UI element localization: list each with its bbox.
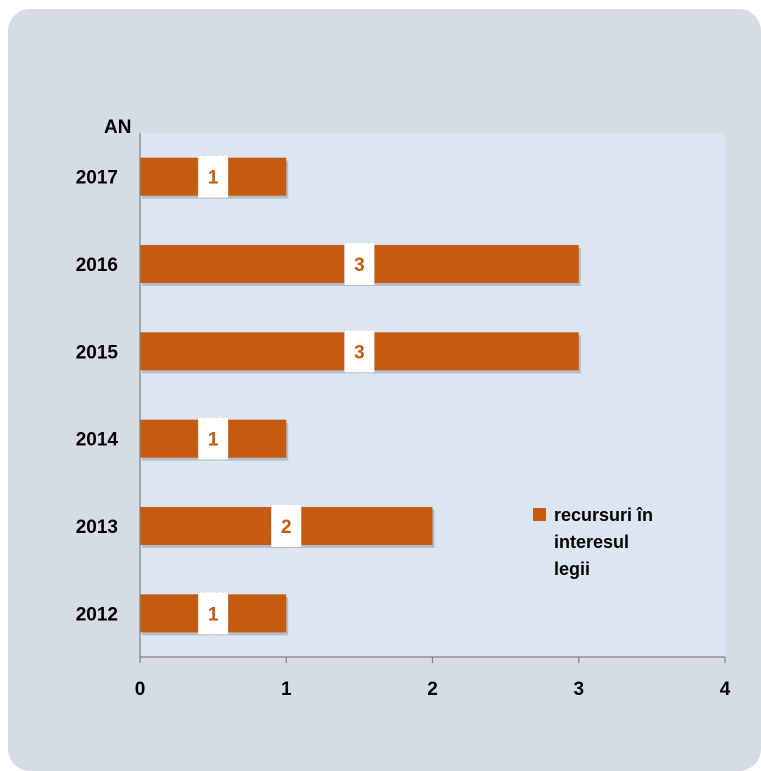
- legend-swatch: [533, 508, 546, 521]
- x-tick-label: 3: [573, 679, 584, 700]
- x-tick-label: 1: [281, 679, 292, 700]
- data-label-2014: 1: [208, 430, 219, 451]
- data-label-2016: 3: [354, 255, 365, 276]
- data-label-box: [197, 591, 229, 635]
- data-label-2017: 1: [208, 168, 219, 189]
- data-label-box: [270, 504, 302, 548]
- y-tick-label: 2015: [76, 342, 119, 363]
- data-label-2012: 1: [208, 604, 219, 625]
- data-label-box: [343, 329, 375, 373]
- data-label-2015: 3: [354, 342, 365, 363]
- y-tick-label: 2014: [76, 430, 119, 451]
- y-axis-title: AN: [104, 117, 131, 138]
- x-tick-label: 2: [427, 679, 438, 700]
- legend-label: recursuri în interesul legii: [554, 505, 658, 579]
- data-label-box: [197, 155, 229, 199]
- x-tick-label: 0: [135, 679, 146, 700]
- legend: recursuri în interesul legii: [533, 505, 658, 579]
- y-tick-label: 2013: [76, 517, 118, 538]
- data-label-box: [197, 417, 229, 461]
- x-tick-label: 4: [720, 679, 731, 700]
- plot-area: [140, 133, 725, 657]
- data-label-2013: 2: [281, 517, 292, 538]
- data-label-box: [343, 242, 375, 286]
- y-tick-label: 2017: [76, 168, 118, 189]
- y-tick-label: 2012: [76, 604, 118, 625]
- y-tick-label: 2016: [76, 255, 118, 276]
